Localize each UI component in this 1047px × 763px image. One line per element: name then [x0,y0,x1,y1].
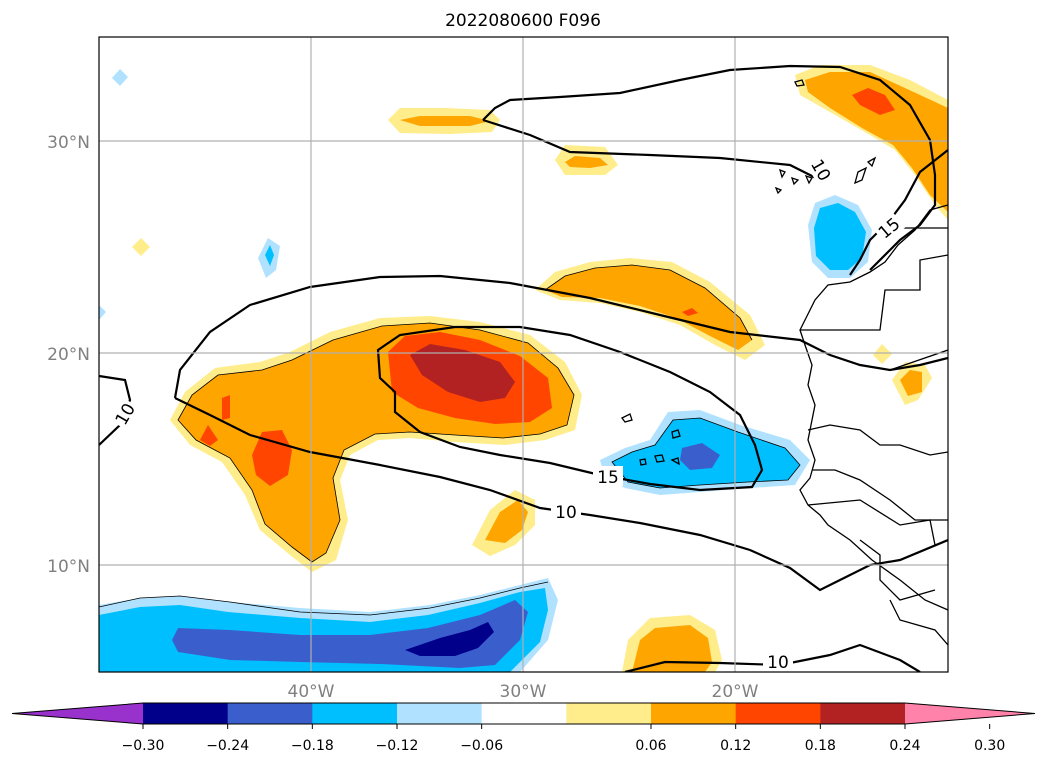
lat-label-20n: 20°N [47,345,90,365]
colorbar-tick-label: −0.30 [122,738,165,754]
contour-10-lower [174,397,948,592]
lat-label-10n: 10°N [47,557,90,577]
colorbar-extend-high [905,703,1035,724]
africa-coastline [799,204,948,611]
contour-label-layer: 10 10 15 15 10 10 [109,153,906,673]
negative-anomaly-small-3 [99,305,106,320]
latitude-labels: 30°N 20°N 10°N [47,133,90,577]
map-panel: 10 10 15 15 10 10 [99,37,948,673]
colorbar-segment [143,703,229,724]
negative-anomaly-small-1-cyan [265,245,274,266]
lon-label-30w: 30°W [500,682,547,702]
colorbar: −0.30 −0.24 −0.18 −0.12 −0.06 0.06 0.12 0.18 0.2… [11,702,1036,754]
colorbar-segment [735,703,821,724]
map-frame [98,36,949,673]
contour-15-central [376,325,764,492]
positive-anomaly-core-darkred [410,344,515,402]
positive-anomaly-29n-orange [565,156,608,168]
positive-anomaly-31n-orange [400,116,490,126]
colorbar-segment [312,703,398,724]
contour-10-north-inner [482,118,821,181]
africa-border-5 [812,469,948,521]
contour-label-10-lower: 10 [555,503,577,523]
contour-10-south [624,643,921,672]
colorbar-tick-label: −0.24 [206,738,249,754]
gridlines [99,37,948,672]
anomaly-fill-layer [99,65,948,672]
positive-anomaly-south-orange [632,625,712,672]
colorbar-tick-label: 0.06 [635,738,666,754]
positive-anomaly-small-red2 [200,425,218,446]
colorbar-tick-label: 0.30 [974,738,1005,754]
lat-label-30n: 30°N [47,133,90,153]
negative-anomaly-northeast-cyan [814,203,866,270]
map-title: 2022080600 F096 [445,11,601,31]
madeira-islands [794,79,805,87]
positive-anomaly-small-east-orange [900,370,922,396]
thick-contour-layer [99,64,948,672]
colorbar-tick-label: −0.12 [376,738,419,754]
negative-anomaly-central-blue [680,443,720,470]
contour-10-north [482,64,937,271]
colorbar-tick-label: 0.12 [720,738,751,754]
africa-border-8 [889,599,948,646]
positive-anomaly-small-east2 [873,344,892,364]
positive-anomaly-small-red3 [222,395,230,420]
colorbar-segment [397,703,483,724]
positive-anomaly-band-north-orange [545,265,752,350]
positive-anomaly-small-west [132,238,150,256]
colorbar-extend-low [12,703,143,724]
cape-verde-islands [621,413,681,466]
positive-anomaly-northeast-red [852,88,895,115]
colorbar-segment [227,703,313,724]
canary-islands [774,156,877,195]
africa-border-4 [807,424,948,456]
longitude-labels: 40°W 30°W 20°W [288,682,759,702]
africa-border-6 [807,499,936,546]
colorbar-tick-label: −0.06 [460,738,503,754]
lon-label-40w: 40°W [288,682,335,702]
colorbar-tick-label: 0.18 [805,738,836,754]
colorbar-segment [566,703,652,724]
anomaly-thin-contours [99,264,801,616]
africa-border-1 [800,254,948,331]
colorbar-tick-label: −0.18 [291,738,334,754]
lon-label-20w: 20°W [712,682,759,702]
contour-label-10-south: 10 [767,653,789,673]
colorbar-tick-label: 0.24 [889,738,920,754]
contour-10-central [173,274,948,399]
colorbar-segment [651,703,737,724]
positive-anomaly-11n-orange [485,500,528,543]
africa-border-7 [859,539,936,601]
colorbar-segment [481,703,567,724]
negative-anomaly-south-navy [405,622,494,656]
contour-10-west [99,374,132,446]
colorbar-segment [820,703,906,724]
positive-anomaly-tiny-red [682,308,698,316]
negative-anomaly-small-2 [112,69,128,86]
contour-label-15-central: 15 [597,468,619,488]
